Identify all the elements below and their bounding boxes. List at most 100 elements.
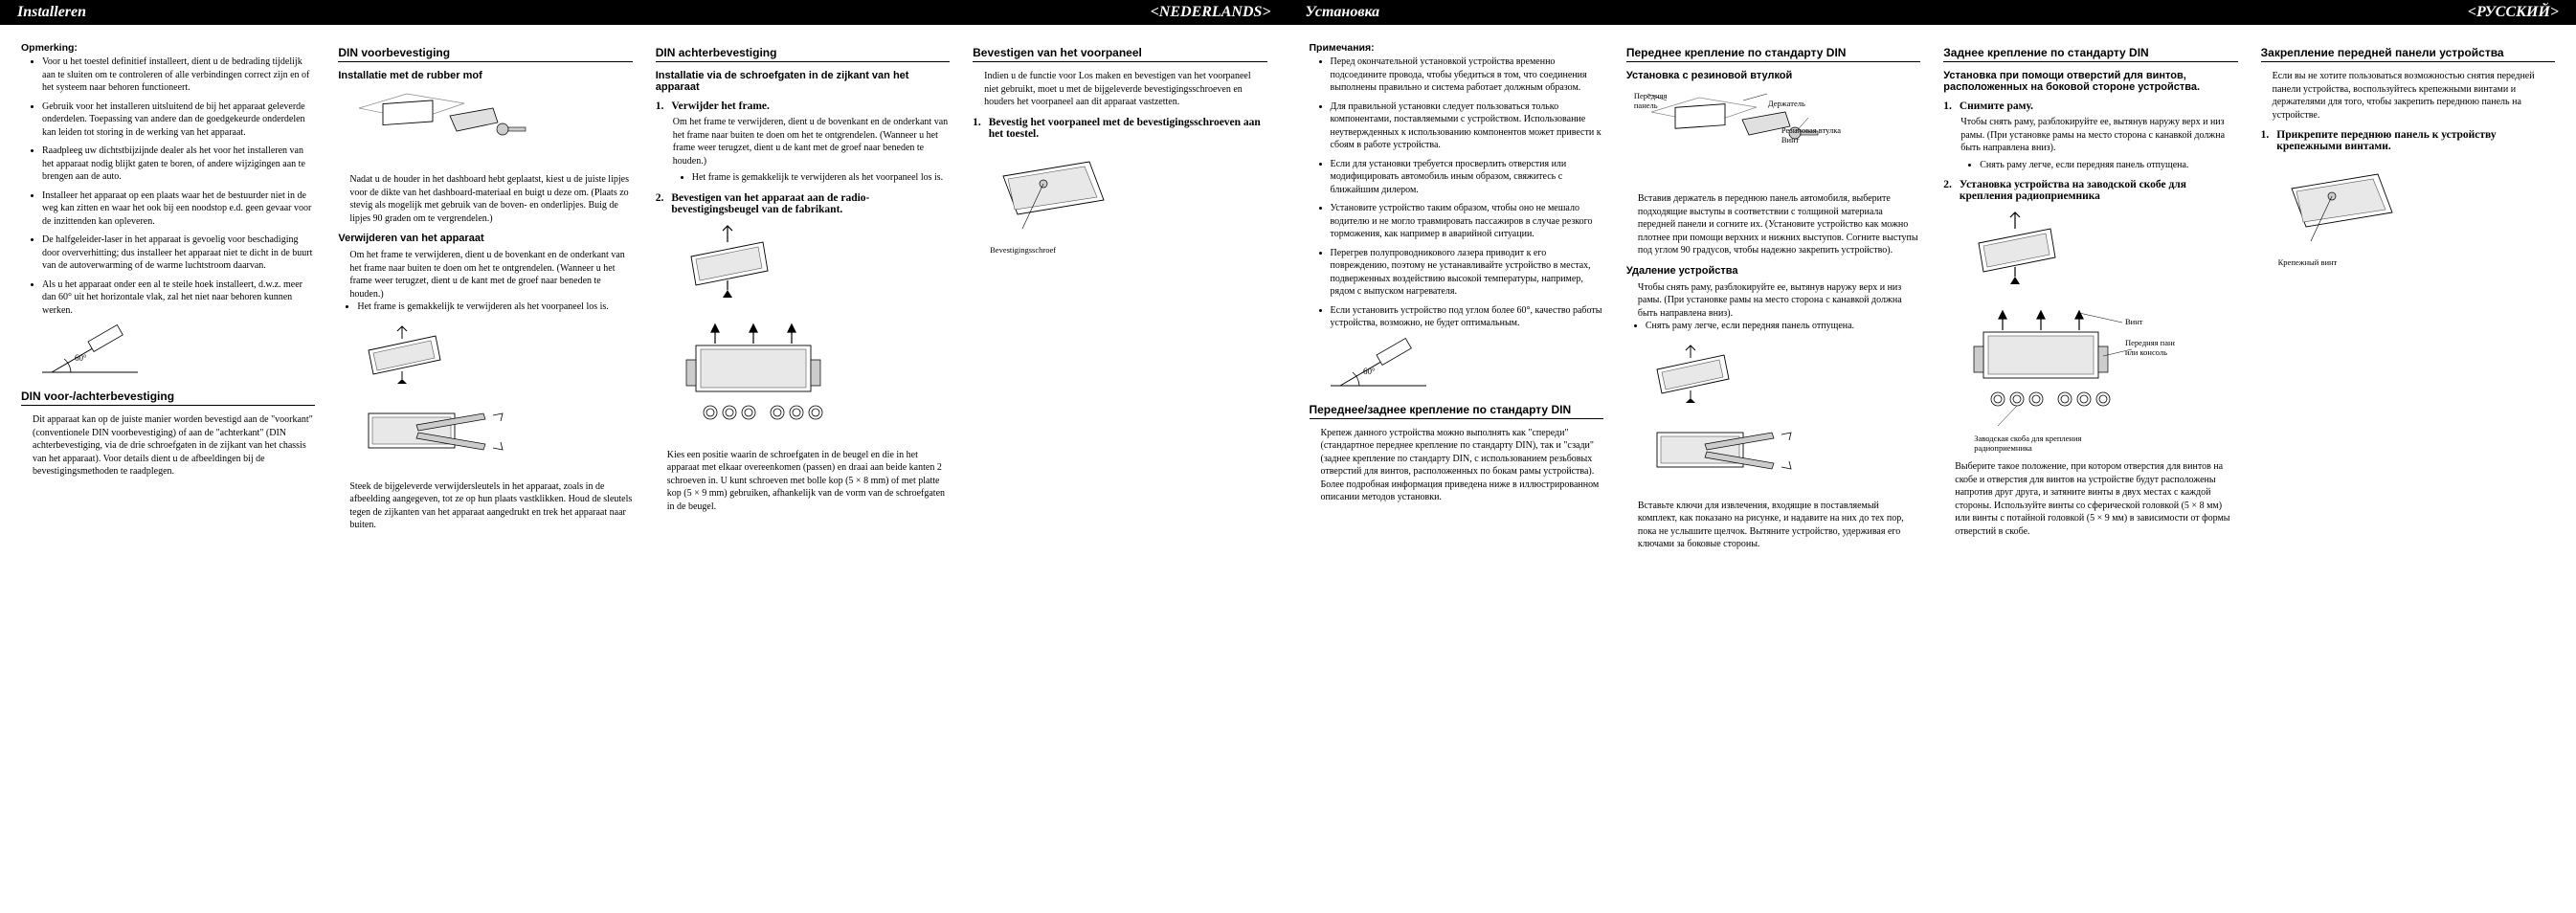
bullet: Перегрев полупроводникового лазера приво…	[1331, 247, 1603, 299]
step1: 1. Verwijder het frame.	[656, 100, 950, 112]
body-text: Dit apparaat kan op de juiste manier wor…	[33, 413, 315, 479]
header-lang: <РУССКИЙ>	[2468, 4, 2559, 21]
bullet: Установите устройство таким образом, что…	[1331, 202, 1603, 241]
bullet: Voor u het toestel definitief installeer…	[42, 56, 315, 95]
bullet: Gebruik voor het installeren uitsluitend…	[42, 100, 315, 140]
bullet: Если установить устройство под углом бол…	[1331, 304, 1603, 330]
section-title: Переднее крепление по стандарту DIN	[1626, 46, 1920, 62]
sub-heading: Установка при помощи отверстий для винто…	[1943, 70, 2237, 93]
bullet: Als u het apparaat onder een al te steil…	[42, 278, 315, 318]
step-text: Bevestigen van het apparaat aan de radio…	[671, 192, 950, 215]
frame-remove-figure	[667, 223, 950, 309]
body-text: Nadat u de houder in het dashboard hebt …	[349, 173, 632, 225]
body-text: Вставив держатель в переднюю панель авто…	[1638, 192, 1920, 257]
removal-keys-figure	[349, 396, 632, 473]
body-text: Steek de bijgeleverde verwijdersleutels …	[349, 480, 632, 532]
angle-figure: 60°	[1321, 338, 1603, 395]
label-b: Держатель	[1768, 99, 2050, 108]
frame-remove-figure	[1955, 210, 2237, 296]
body-ru: Примечания: Перед окончательной установк…	[1288, 25, 2576, 568]
nl-col1: Opmerking: Voor u het toestel definitief…	[21, 42, 315, 532]
sub-heading: Verwijderen van het apparaat	[338, 233, 632, 244]
label-c: Заводская скоба для крепления радиоприем…	[1974, 434, 2098, 453]
section-title: DIN achterbevestiging	[656, 46, 950, 62]
section-title: Переднее/заднее крепление по стандарту D…	[1310, 403, 1603, 419]
section-title: DIN voor-/achterbevestiging	[21, 390, 315, 406]
step1: 1. Прикрепите переднюю панель к устройст…	[2261, 129, 2555, 152]
page-ru: Установка <РУССКИЙ> Примечания: Перед ок…	[1288, 0, 2576, 568]
body-text: Om het frame te verwijderen, dient u de …	[349, 249, 632, 301]
header-title: Установка	[1306, 4, 1380, 21]
step-num: 1.	[973, 117, 981, 140]
label-a: Передняя панель	[1634, 91, 1691, 110]
label-c: Резиновая втулка	[1781, 125, 1848, 135]
section-title: Bevestigen van het voorpaneel	[973, 46, 1266, 62]
step-num: 1.	[656, 100, 664, 112]
body-nl: Opmerking: Voor u het toestel definitief…	[0, 25, 1288, 549]
angle-label: 60°	[75, 353, 87, 363]
step2: 2. Установка устройства на заводской ско…	[1943, 179, 2237, 202]
note-label: Opmerking:	[21, 42, 315, 54]
bracket-figure: Винт Передняя панель или консоль Заводск…	[1955, 303, 2237, 453]
page-nl: Installeren <NEDERLANDS> Opmerking: Voor…	[0, 0, 1288, 568]
front-panel-screw-figure: Bevestigingsschroef	[984, 147, 1266, 255]
bullet: Перед окончательной установкой устройств…	[1331, 56, 1603, 95]
step-text: Установка устройства на заводской скобе …	[1960, 179, 2238, 202]
body-text: Вставьте ключи для извлечения, входящие …	[1638, 500, 1920, 551]
section-title: Закрепление передней панели устройства	[2261, 46, 2555, 62]
bullet: Raadpleeg uw dichtstbijzijnde dealer als…	[42, 145, 315, 184]
remove-frame-figure	[1638, 341, 1920, 408]
nl-col3: DIN achterbevestiging Installatie via de…	[656, 42, 950, 532]
bullet: Het frame is gemakkelijk te verwijderen …	[357, 301, 632, 314]
label-b: Передняя панель	[2125, 338, 2175, 347]
caption: Крепежный винт	[2278, 257, 2555, 267]
body-text: Чтобы снять раму, разблокируйте ее, вытя…	[1638, 281, 1920, 321]
body-text: Выберите такое положение, при котором от…	[1955, 460, 2237, 538]
step1: 1. Bevestig het voorpaneel met de bevest…	[973, 117, 1266, 140]
nl-col4: Bevestigen van het voorpaneel Indien u d…	[973, 42, 1266, 532]
step-num: 2.	[1943, 179, 1952, 202]
step-text: Bevestig het voorpaneel met de bevestigi…	[989, 117, 1267, 140]
ru-col4: Закрепление передней панели устройства Е…	[2261, 42, 2555, 551]
section-title: Заднее крепление по стандарту DIN	[1943, 46, 2237, 62]
body-text: Indien u de functie voor Los maken en be…	[984, 70, 1266, 109]
bracket-figure	[667, 317, 950, 441]
step-num: 2.	[656, 192, 664, 215]
body-text: Kies een positie waarin de schroefgaten …	[667, 449, 950, 514]
caption: Bevestigingsschroef	[990, 245, 1266, 255]
step2: 2. Bevestigen van het apparaat aan de ra…	[656, 192, 950, 215]
sub-bullets: Снять раму легче, если передняя панель о…	[1960, 159, 2237, 172]
label-d: Винт	[1781, 135, 2064, 145]
bullet: Het frame is gemakkelijk te verwijderen …	[692, 171, 950, 185]
note-label: Примечания:	[1310, 42, 1603, 54]
sub-bullets: Het frame is gemakkelijk te verwijderen …	[338, 301, 632, 314]
ru-col1: Примечания: Перед окончательной установк…	[1310, 42, 1603, 551]
body-text: Крепеж данного устройства можно выполнят…	[1321, 427, 1603, 504]
angle-figure: 60°	[33, 324, 315, 382]
section-title: DIN voorbevestiging	[338, 46, 632, 62]
sub-heading: Installatie via de schroefgaten in de zi…	[656, 70, 950, 93]
nl-col2: DIN voorbevestiging Installatie met de r…	[338, 42, 632, 532]
angle-label: 60°	[1363, 367, 1376, 376]
ru-col2: Переднее крепление по стандарту DIN Уста…	[1626, 42, 1920, 551]
sub-bullets: Het frame is gemakkelijk te verwijderen …	[673, 171, 950, 185]
bullet: Если для установки требуется просверлить…	[1331, 158, 1603, 197]
bullet: Для правильной установки следует пользов…	[1331, 100, 1603, 152]
header-nl: Installeren <NEDERLANDS>	[0, 0, 1288, 25]
svg-text:или консоль: или консоль	[2125, 347, 2167, 357]
step-body: Om het frame te verwijderen, dient u de …	[673, 116, 950, 167]
bullet: Installeer het apparaat op een plaats wa…	[42, 189, 315, 229]
remove-frame-figure	[349, 322, 632, 389]
step-num: 1.	[2261, 129, 2270, 152]
step-text: Verwijder het frame.	[671, 100, 950, 112]
page-wrap: Installeren <NEDERLANDS> Opmerking: Voor…	[0, 0, 2576, 568]
header-ru: Установка <РУССКИЙ>	[1288, 0, 2576, 25]
note-bullets: Voor u het toestel definitief installeer…	[21, 56, 315, 317]
bullet: Снять раму легче, если передняя панель о…	[1646, 320, 1920, 333]
sub-bullets: Снять раму легче, если передняя панель о…	[1626, 320, 1920, 333]
step-text: Прикрепите переднюю панель к устройству …	[2276, 129, 2555, 152]
bullet: Снять раму легче, если передняя панель о…	[1980, 159, 2237, 172]
header-title: Installeren	[17, 4, 86, 21]
rubber-mount-figure	[349, 89, 632, 166]
bullet: De halfgeleider-laser in het apparaat is…	[42, 234, 315, 273]
